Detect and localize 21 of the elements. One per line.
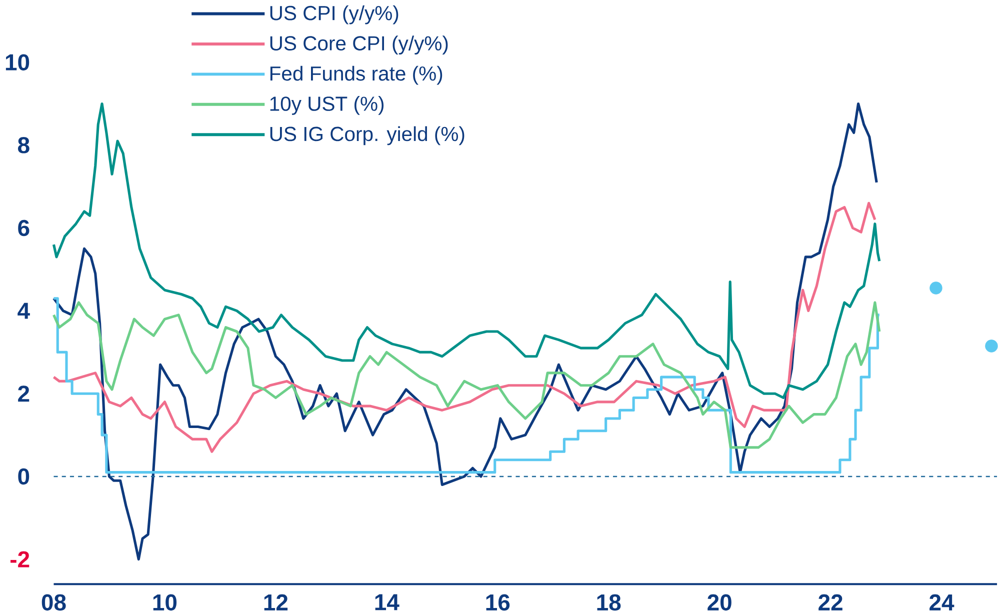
y-tick-label: 2: [18, 386, 30, 402]
y-tick-label: 8: [18, 136, 30, 154]
legend-label: US Core CPI (y/y%): [270, 36, 448, 54]
x-tick-label: 10: [153, 594, 177, 611]
y-tick-label: 0: [18, 468, 30, 485]
x-tick-label: 08: [42, 594, 66, 611]
legend-label: US CPI (y/y%): [270, 5, 398, 24]
legend-label: US IG Corp. yield (%): [270, 126, 464, 146]
x-tick-label: 22: [818, 594, 842, 610]
legend-label: Fed Funds rate (%): [270, 66, 442, 85]
x-tick-label: 18: [597, 594, 621, 611]
legend-label: 10y UST (%): [270, 96, 384, 115]
y-tick-label: 10: [6, 54, 30, 70]
x-tick-label: 20: [708, 594, 732, 611]
x-tick-label: 12: [264, 594, 288, 610]
x-tick-label: 14: [375, 594, 400, 610]
y-tick-label: 6: [18, 220, 30, 236]
y-tick-label: -2: [10, 551, 30, 568]
y-tick-label: 4: [18, 302, 30, 319]
x-tick-label: 24: [930, 594, 954, 610]
x-tick-label: 16: [486, 594, 510, 611]
